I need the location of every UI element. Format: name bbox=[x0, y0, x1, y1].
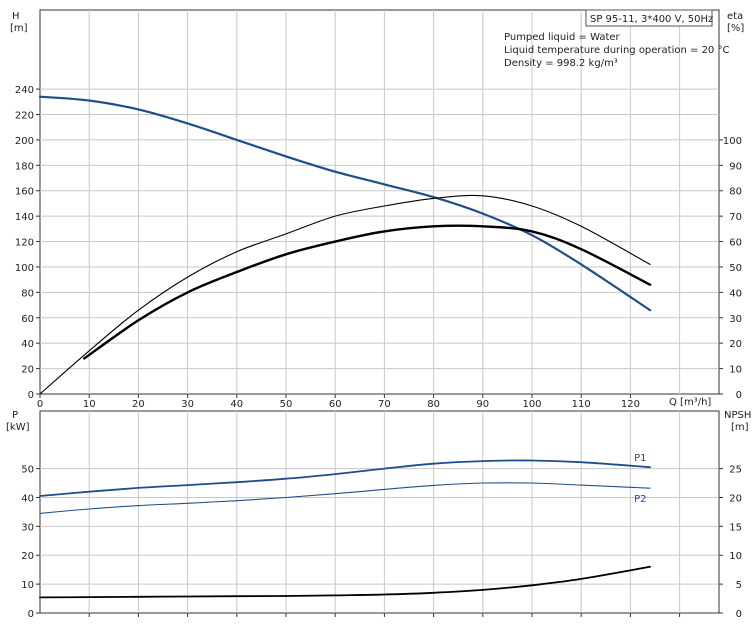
left-tick-label: 140 bbox=[15, 212, 34, 223]
right-tick-label: 10 bbox=[729, 365, 742, 376]
x-tick-label: 60 bbox=[329, 399, 342, 410]
head-axis-unit: [m] bbox=[10, 23, 28, 34]
x-tick-label: 40 bbox=[230, 399, 243, 410]
x-tick-label: 10 bbox=[83, 399, 96, 410]
x-tick-label: 0 bbox=[37, 399, 43, 410]
right-tick-label: 25 bbox=[729, 465, 742, 476]
npsh-axis-unit: [m] bbox=[731, 422, 749, 433]
power-axis-unit: [kW] bbox=[6, 422, 30, 433]
right-tick-label: 80 bbox=[729, 187, 742, 198]
right-tick-label: 40 bbox=[729, 288, 742, 299]
x-tick-label: 100 bbox=[522, 399, 541, 410]
left-tick-label: 10 bbox=[21, 580, 34, 591]
right-tick-label: 10 bbox=[729, 551, 742, 562]
left-tick-label: 240 bbox=[15, 85, 34, 96]
left-tick-label: 120 bbox=[15, 238, 34, 249]
x-tick-label: 70 bbox=[378, 399, 391, 410]
series-line-0-2 bbox=[83, 224, 652, 360]
series-line-1-1 bbox=[39, 482, 651, 514]
series-line-1-2 bbox=[39, 565, 651, 599]
left-tick-label: 220 bbox=[15, 111, 34, 122]
left-tick-label: 30 bbox=[21, 522, 34, 533]
x-tick-label: 20 bbox=[132, 399, 145, 410]
x-tick-label: 110 bbox=[572, 399, 591, 410]
eta-axis-label: eta bbox=[727, 11, 743, 22]
right-tick-label: 50 bbox=[729, 263, 742, 274]
head-axis-label: H bbox=[12, 11, 20, 22]
left-tick-label: 60 bbox=[21, 314, 34, 325]
series-label-p1: P1 bbox=[634, 453, 646, 464]
left-tick-label: 20 bbox=[21, 365, 34, 376]
right-tick-label: 70 bbox=[729, 212, 742, 223]
left-tick-label: 80 bbox=[21, 288, 34, 299]
left-tick-label: 0 bbox=[28, 390, 34, 401]
pump-title-box bbox=[585, 9, 713, 27]
head-panel-series bbox=[38, 95, 652, 395]
x-tick-label: 30 bbox=[181, 399, 194, 410]
power-npsh-panel: P1 P2 0 10 20 30 40 50 0 5 10 15 20 25 P [kW] NPSH [… bbox=[6, 410, 751, 620]
right-tick-label: 0 bbox=[736, 390, 742, 401]
left-tick-label: 50 bbox=[21, 465, 34, 476]
power-panel-grid bbox=[40, 411, 719, 613]
info-line-density: Density = 998.2 kg/m³ bbox=[504, 58, 618, 69]
left-tick-label: 40 bbox=[21, 493, 34, 504]
eta-axis-unit: [%] bbox=[727, 23, 744, 34]
left-tick-label: 100 bbox=[15, 263, 34, 274]
right-tick-label: 5 bbox=[736, 580, 742, 591]
left-tick-label: 20 bbox=[21, 551, 34, 562]
x-tick-label: 50 bbox=[280, 399, 293, 410]
right-tick-label: 0 bbox=[736, 609, 742, 620]
left-tick-label: 160 bbox=[15, 187, 34, 198]
left-tick-label: 180 bbox=[15, 161, 34, 172]
series-label-p2: P2 bbox=[634, 494, 646, 505]
right-tick-label: 20 bbox=[729, 339, 742, 350]
series-line-0-1 bbox=[39, 194, 651, 395]
npsh-axis-label: NPSH bbox=[724, 410, 751, 421]
right-tick-label: 90 bbox=[729, 161, 742, 172]
flow-axis-label: Q [m³/h] bbox=[669, 397, 711, 408]
left-tick-label: 0 bbox=[28, 609, 34, 620]
x-tick-label: 120 bbox=[621, 399, 640, 410]
right-tick-label: 20 bbox=[729, 493, 742, 504]
left-tick-label: 40 bbox=[21, 339, 34, 350]
left-tick-label: 200 bbox=[15, 136, 34, 147]
head-panel-grid bbox=[40, 10, 719, 394]
info-line-temperature: Liquid temperature during operation = 20… bbox=[504, 45, 729, 56]
pump-title: SP 95-11, 3*400 V, 50Hz bbox=[590, 14, 713, 25]
power-panel-series: P1 P2 bbox=[39, 453, 651, 599]
power-axis-label: P bbox=[12, 410, 18, 421]
head-panel-frame bbox=[39, 9, 720, 395]
series-line-1-0 bbox=[39, 459, 651, 497]
series-line-0-0 bbox=[38, 95, 652, 312]
head-efficiency-panel: 0204060801001201401601802002202400102030… bbox=[10, 9, 744, 410]
right-tick-label: 15 bbox=[729, 522, 742, 533]
info-line-liquid: Pumped liquid = Water bbox=[504, 32, 621, 43]
head-panel-ticks: 0204060801001201401601802002202400102030… bbox=[15, 85, 742, 410]
right-tick-label: 100 bbox=[723, 136, 742, 147]
x-tick-label: 80 bbox=[427, 399, 440, 410]
right-tick-label: 30 bbox=[729, 314, 742, 325]
right-tick-label: 60 bbox=[729, 238, 742, 249]
power-panel-frame bbox=[39, 410, 720, 614]
x-tick-label: 90 bbox=[476, 399, 489, 410]
power-panel-ticks: 0 10 20 30 40 50 0 5 10 15 20 25 bbox=[21, 465, 742, 620]
